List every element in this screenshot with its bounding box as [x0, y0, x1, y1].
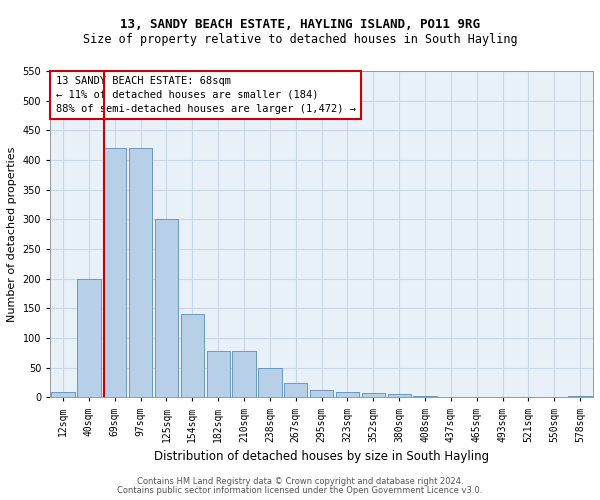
- Bar: [129, 148, 152, 398]
- Bar: [336, 392, 359, 398]
- Bar: [465, 397, 488, 398]
- Y-axis label: Number of detached properties: Number of detached properties: [7, 146, 17, 322]
- X-axis label: Distribution of detached houses by size in South Hayling: Distribution of detached houses by size …: [154, 450, 489, 463]
- Bar: [232, 351, 256, 398]
- Bar: [568, 396, 592, 398]
- Text: 13, SANDY BEACH ESTATE, HAYLING ISLAND, PO11 9RG: 13, SANDY BEACH ESTATE, HAYLING ISLAND, …: [120, 18, 480, 30]
- Bar: [103, 148, 127, 398]
- Bar: [155, 220, 178, 398]
- Bar: [439, 397, 463, 398]
- Text: 13 SANDY BEACH ESTATE: 68sqm
← 11% of detached houses are smaller (184)
88% of s: 13 SANDY BEACH ESTATE: 68sqm ← 11% of de…: [56, 76, 356, 114]
- Bar: [362, 392, 385, 398]
- Bar: [181, 314, 204, 398]
- Text: Size of property relative to detached houses in South Hayling: Size of property relative to detached ho…: [83, 32, 517, 46]
- Bar: [413, 396, 437, 398]
- Text: Contains public sector information licensed under the Open Government Licence v3: Contains public sector information licen…: [118, 486, 482, 495]
- Bar: [52, 392, 75, 398]
- Bar: [258, 368, 281, 398]
- Bar: [310, 390, 333, 398]
- Bar: [388, 394, 411, 398]
- Text: Contains HM Land Registry data © Crown copyright and database right 2024.: Contains HM Land Registry data © Crown c…: [137, 477, 463, 486]
- Bar: [284, 382, 307, 398]
- Bar: [77, 278, 101, 398]
- Bar: [206, 351, 230, 398]
